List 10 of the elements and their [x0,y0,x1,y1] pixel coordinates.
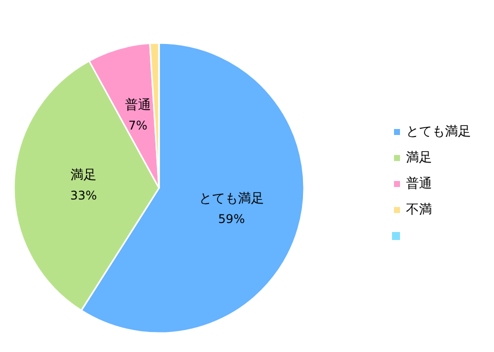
data-label: 59% [218,212,245,226]
slice-label: 満足 [70,168,97,184]
legend-label: 不満 [406,202,432,218]
legend-label: とても満足 [406,124,471,140]
data-label: 7% [128,118,148,132]
legend-label: 満足 [406,150,432,166]
legend-label: 普通 [406,176,432,192]
slice-label: 普通 [124,97,151,113]
slice-label: とても満足 [199,192,264,207]
data-label: 33% [70,188,97,203]
